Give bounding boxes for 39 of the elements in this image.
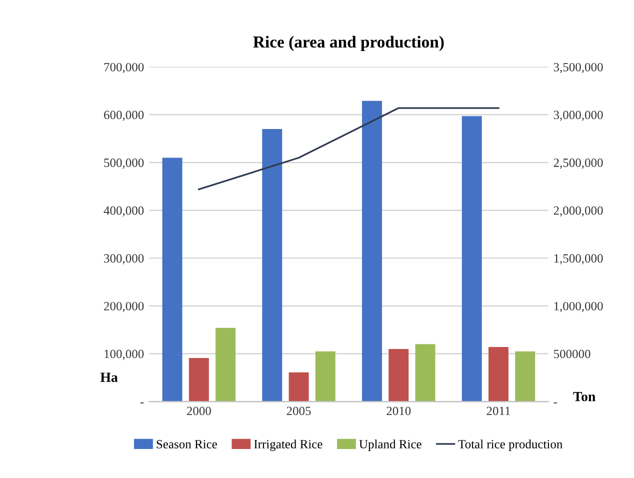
- y2-tick-label: 1,000,000: [554, 302, 603, 312]
- y-tick-label: 100,000: [104, 350, 144, 360]
- y-tick-label: 200,000: [104, 302, 144, 312]
- bar: [415, 344, 436, 402]
- bar: [362, 100, 382, 402]
- y2-tick-label: 1,500,000: [554, 254, 603, 264]
- y2-tick-label: 3,500,000: [554, 62, 603, 74]
- y-tick-label: 400,000: [104, 206, 144, 217]
- bar: [188, 358, 209, 402]
- bar: [515, 351, 536, 402]
- bar: [315, 351, 336, 402]
- legend-label: Irrigated Rice: [254, 440, 322, 451]
- y2-tick-label: -: [554, 402, 557, 404]
- y2-tick-label: 2,500,000: [554, 158, 603, 169]
- bar: [488, 347, 508, 402]
- x-tick-label: 2011: [486, 406, 510, 416]
- y2-tick-label: 500000: [554, 350, 590, 358]
- x-tick-label: 2005: [286, 406, 311, 416]
- bar: [216, 328, 236, 402]
- bar: [462, 116, 482, 402]
- y2-axis-title: Ton: [573, 392, 596, 402]
- y-tick-label: -: [140, 402, 144, 404]
- bar: [388, 348, 409, 402]
- y2-tick-label: 3,000,000: [554, 110, 603, 121]
- y-tick-label: 700,000: [104, 62, 144, 74]
- legend-label: Season Rice: [156, 440, 217, 448]
- bar: [288, 372, 309, 402]
- y-tick-label: 600,000: [104, 110, 144, 121]
- y2-tick-label: 2,000,000: [554, 206, 603, 217]
- x-tick-label: 2010: [386, 406, 411, 416]
- legend-label: Total rice production: [458, 440, 563, 451]
- legend-label: Upland Rice: [359, 440, 422, 451]
- y-axis-title: Ha: [100, 372, 118, 382]
- chart-title: Rice (area and production): [253, 36, 444, 52]
- bar: [262, 129, 282, 402]
- y-tick-label: 300,000: [104, 254, 144, 264]
- x-tick-label: 2000: [186, 406, 211, 416]
- bar: [162, 158, 182, 402]
- y-tick-label: 500,000: [104, 158, 144, 169]
